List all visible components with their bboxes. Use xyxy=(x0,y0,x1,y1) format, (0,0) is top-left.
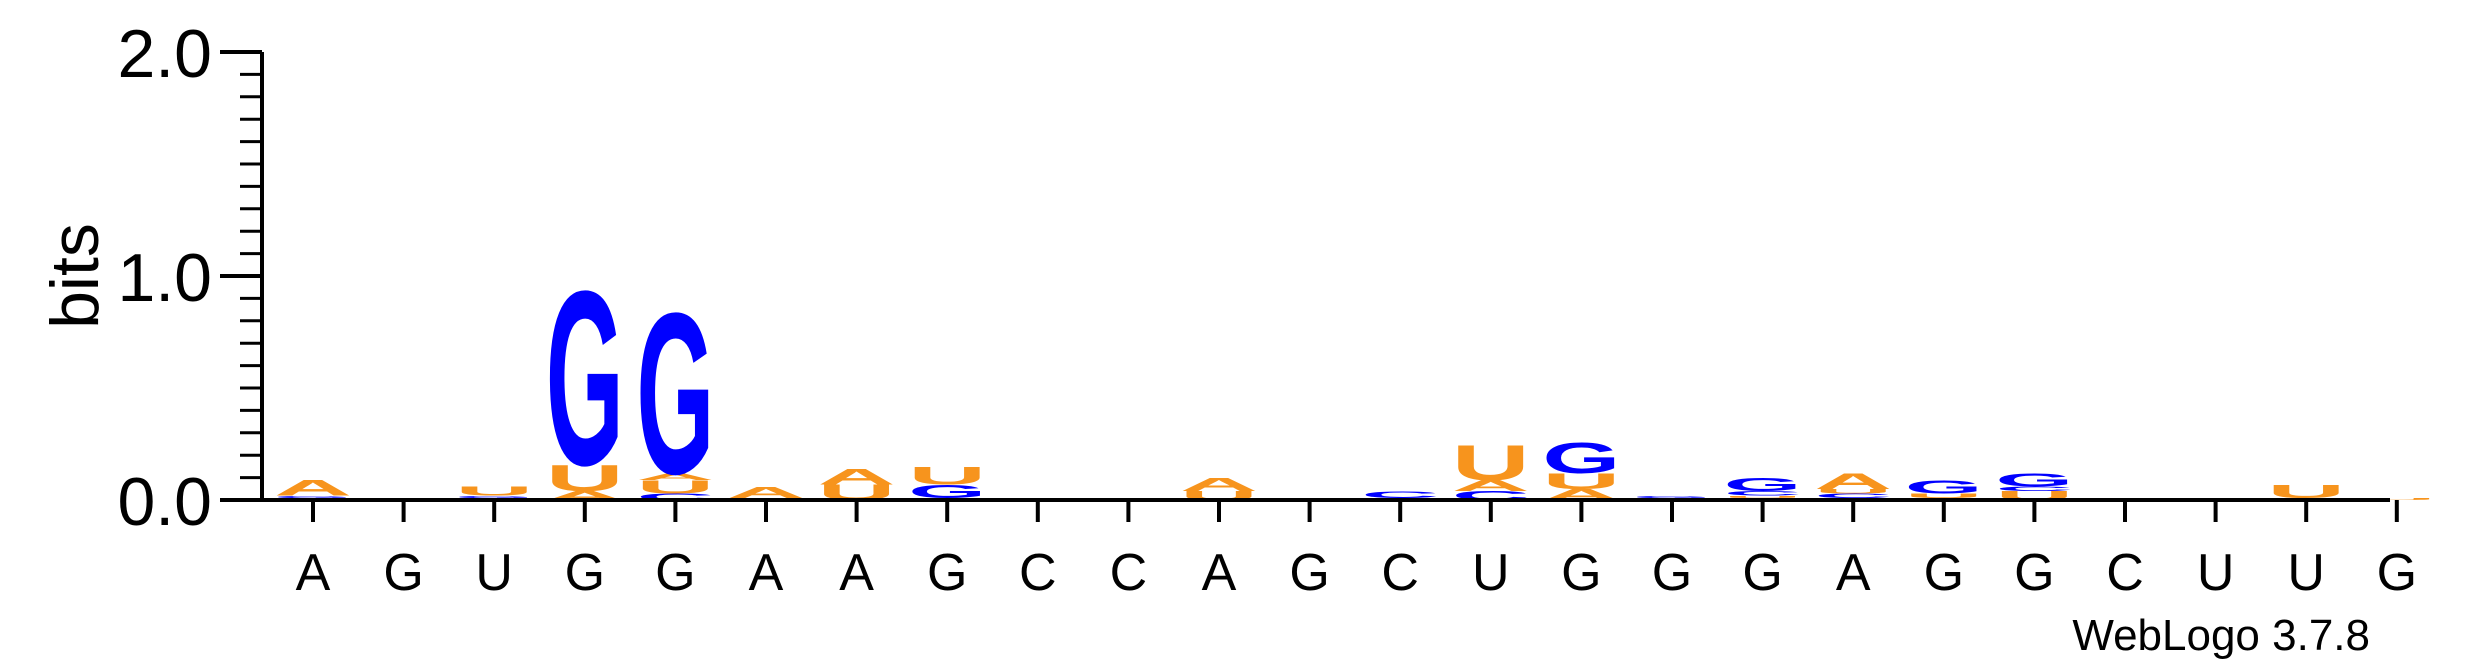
logo-letter-C: C xyxy=(636,492,714,502)
x-tick-label: G xyxy=(1561,544,1601,602)
x-tick-label: C xyxy=(1381,544,1419,602)
logo-letter-A: A xyxy=(1180,474,1258,495)
x-tick-label: U xyxy=(475,544,513,602)
logo-letter-G: G xyxy=(1724,474,1802,495)
logo-letter-G: G xyxy=(1905,477,1983,498)
logo-letter-A: A xyxy=(727,484,805,501)
x-tick-label: U xyxy=(2287,544,2325,602)
x-tick-label: G xyxy=(1652,544,1692,602)
logo-letter-C: C xyxy=(1995,486,2073,493)
logo-letter-U: U xyxy=(546,458,624,500)
logo-letter-U: U xyxy=(2267,481,2345,502)
logo-letter-G: G xyxy=(908,481,986,502)
logo-letter-C: C xyxy=(1361,489,1439,499)
logo-letter-U: U xyxy=(908,462,986,490)
x-tick-label: G xyxy=(565,544,605,602)
x-tick-label: G xyxy=(927,544,967,602)
x-tick-label: U xyxy=(1472,544,1510,602)
logo-letter-G: G xyxy=(636,264,714,522)
logo-letter-U: U xyxy=(1724,495,1802,498)
logo-letter-U: U xyxy=(1452,435,1530,491)
x-tick-label: G xyxy=(2014,544,2054,602)
logo-letter-U: U xyxy=(455,484,533,498)
logo-letter-U: U xyxy=(2358,497,2436,500)
x-tick-label: C xyxy=(1019,544,1057,602)
x-tick-label: A xyxy=(1202,544,1237,602)
y-axis-label: bits xyxy=(37,223,113,329)
x-tick-label: C xyxy=(1110,544,1148,602)
logo-letter-C: C xyxy=(1814,492,1892,499)
weblogo-credit: WebLogo 3.7.8 xyxy=(2072,611,2370,660)
x-tick-label: A xyxy=(296,544,331,602)
y-tick-label: 0.0 xyxy=(117,464,212,540)
logo-letter-G: G xyxy=(1633,495,1711,498)
logo-letter-G: G xyxy=(546,240,624,518)
y-tick-label: 2.0 xyxy=(117,16,212,92)
x-tick-label: G xyxy=(1742,544,1782,602)
x-tick-label: G xyxy=(383,544,423,602)
logo-letter-A: A xyxy=(818,464,896,489)
x-tick-label: A xyxy=(1836,544,1871,602)
logo-letter-G: G xyxy=(1995,470,2073,491)
logo-letter-G: G xyxy=(455,495,533,498)
logo-letters: UGAAAGUAUGCUAGUAUAUGUUGUAGCCAUAUGCGAUCGG… xyxy=(274,240,2436,523)
x-tick-label: G xyxy=(2377,544,2417,602)
x-tick-label: A xyxy=(839,544,874,602)
y-ticks: 0.0 1.0 2.0 xyxy=(117,16,262,540)
logo-letter-G: G xyxy=(1542,434,1620,482)
logo-letter-C: C xyxy=(1724,490,1802,497)
logo-letter-A: A xyxy=(636,472,714,482)
x-tick-label: G xyxy=(1924,544,1964,602)
logo-letter-A: A xyxy=(1814,469,1892,494)
x-tick-label: G xyxy=(655,544,695,602)
logo-letter-U: U xyxy=(1542,469,1620,494)
x-tick-label: C xyxy=(2106,544,2144,602)
logo-letter-U: U xyxy=(1814,488,1892,495)
x-tick-label: U xyxy=(2197,544,2235,602)
y-tick-label: 1.0 xyxy=(117,240,212,316)
logo-letter-G: G xyxy=(274,495,352,498)
logo-letter-A: A xyxy=(274,476,352,501)
logo-letter-A: A xyxy=(1452,477,1530,494)
logo-letter-U: U xyxy=(636,477,714,498)
x-tick-label: A xyxy=(749,544,784,602)
x-tick-label: G xyxy=(1289,544,1329,602)
logo-letter-U: U xyxy=(1905,492,1983,499)
